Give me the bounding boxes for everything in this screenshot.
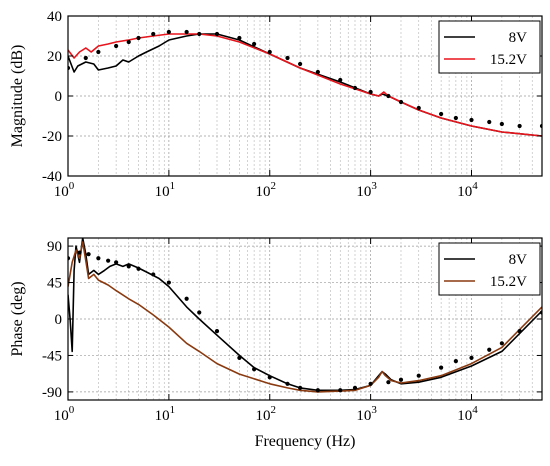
y-tick-label: 20 <box>47 49 62 65</box>
phase-y-axis-label: Phase (deg) <box>9 281 26 356</box>
y-tick-label: 90 <box>47 239 62 255</box>
reference-dot <box>214 31 220 37</box>
reference-dot <box>267 375 272 380</box>
reference-dot <box>151 31 156 37</box>
reference-dot <box>184 296 189 301</box>
reference-dot <box>237 35 242 41</box>
x-tick-label: 101 <box>155 404 176 424</box>
y-tick-label: 0 <box>55 89 63 105</box>
reference-dot <box>439 111 444 117</box>
reference-dot <box>352 85 358 91</box>
reference-dot <box>166 29 171 35</box>
reference-dot <box>96 49 101 55</box>
x-tick-label: 102 <box>255 180 276 200</box>
reference-dot <box>126 264 131 269</box>
reference-dot <box>114 43 119 49</box>
magnitude-grid <box>68 16 542 176</box>
magnitude-y-axis-label: Magnitude (dB) <box>9 45 26 148</box>
y-tick-label: 45 <box>47 276 62 292</box>
reference-dot <box>352 385 358 390</box>
x-tick-label: 102 <box>255 404 276 424</box>
x-tick-label: 100 <box>54 404 75 424</box>
phase-plot-area <box>68 238 542 393</box>
reference-dot <box>338 388 343 393</box>
reference-dot <box>114 260 119 265</box>
y-tick-label: -20 <box>42 129 62 145</box>
phase-legend: 8V 15.2V <box>438 242 541 296</box>
magnitude-panel: -40 -20 0 20 40 100 101 102 103 104 Magnitude (dB… <box>9 9 543 200</box>
y-tick-label: 40 <box>47 9 62 25</box>
reference-dot <box>151 272 156 277</box>
reference-dot <box>398 377 404 382</box>
reference-dot <box>439 365 444 370</box>
y-tick-label: -90 <box>42 385 62 401</box>
reference-dot <box>86 252 91 257</box>
reference-dot <box>197 31 202 37</box>
legend-label: 15.2V <box>490 52 527 68</box>
y-tick-label: -45 <box>42 348 62 364</box>
reference-dot <box>96 256 101 261</box>
reference-dot <box>416 105 421 111</box>
reference-dot <box>252 41 257 47</box>
reference-dot <box>315 388 320 393</box>
reference-dot <box>469 355 474 360</box>
reference-dot <box>315 69 320 75</box>
x-tick-label: 104 <box>457 180 478 200</box>
series-line-8v <box>68 238 542 392</box>
reference-dot <box>298 385 303 390</box>
reference-dot <box>517 123 522 129</box>
x-tick-label: 103 <box>356 404 377 424</box>
legend-label: 15.2V <box>490 274 527 290</box>
x-tick-label: 100 <box>54 180 75 200</box>
reference-dot <box>499 341 504 346</box>
reference-dot <box>398 99 404 105</box>
reference-dot <box>83 55 88 61</box>
reference-dot <box>285 381 290 386</box>
legend-box <box>438 20 541 74</box>
reference-dot <box>267 49 272 55</box>
series-line-15-2v <box>68 241 542 393</box>
phase-ticks: -90 -45 0 45 90 100 101 102 103 104 <box>42 238 542 424</box>
legend-label: 8V <box>509 252 528 268</box>
reference-dot <box>517 329 522 334</box>
reference-dot <box>487 119 492 125</box>
reference-dot <box>487 347 492 352</box>
reference-dot <box>136 35 141 41</box>
magnitude-legend: 8V 15.2V <box>438 20 541 74</box>
reference-dot <box>499 121 504 127</box>
frequency-x-axis-label: Frequency (Hz) <box>255 433 356 450</box>
reference-dot <box>298 61 303 67</box>
x-tick-label: 104 <box>457 404 478 424</box>
reference-dot <box>368 381 373 386</box>
reference-dot <box>166 280 171 285</box>
reference-dot <box>469 117 474 123</box>
magnitude-ticks: -40 -20 0 20 40 100 101 102 103 104 <box>42 9 542 200</box>
reference-dot <box>136 266 141 271</box>
legend-label: 8V <box>509 30 528 46</box>
reference-dot <box>453 115 458 121</box>
x-tick-label: 103 <box>356 180 377 200</box>
y-tick-label: -40 <box>42 169 62 185</box>
reference-dot <box>126 39 131 45</box>
magnitude-plot-area <box>68 29 542 137</box>
legend-box <box>438 242 541 296</box>
reference-dot <box>237 355 242 360</box>
reference-dot <box>197 310 202 315</box>
reference-dot <box>77 250 82 255</box>
reference-dot <box>285 55 290 61</box>
reference-dot <box>338 77 343 83</box>
reference-dot <box>368 89 373 95</box>
reference-dot <box>252 367 257 372</box>
reference-dot <box>184 29 189 35</box>
y-tick-label: 0 <box>55 312 63 328</box>
x-tick-label: 101 <box>155 180 176 200</box>
reference-dot <box>214 329 220 334</box>
reference-dot <box>453 359 458 364</box>
phase-panel: -90 -45 0 45 90 100 101 102 103 104 Phase (deg) F… <box>9 237 543 450</box>
reference-dot <box>386 380 391 385</box>
reference-dot <box>106 258 111 263</box>
reference-dot <box>416 373 421 378</box>
reference-dot <box>386 93 391 99</box>
